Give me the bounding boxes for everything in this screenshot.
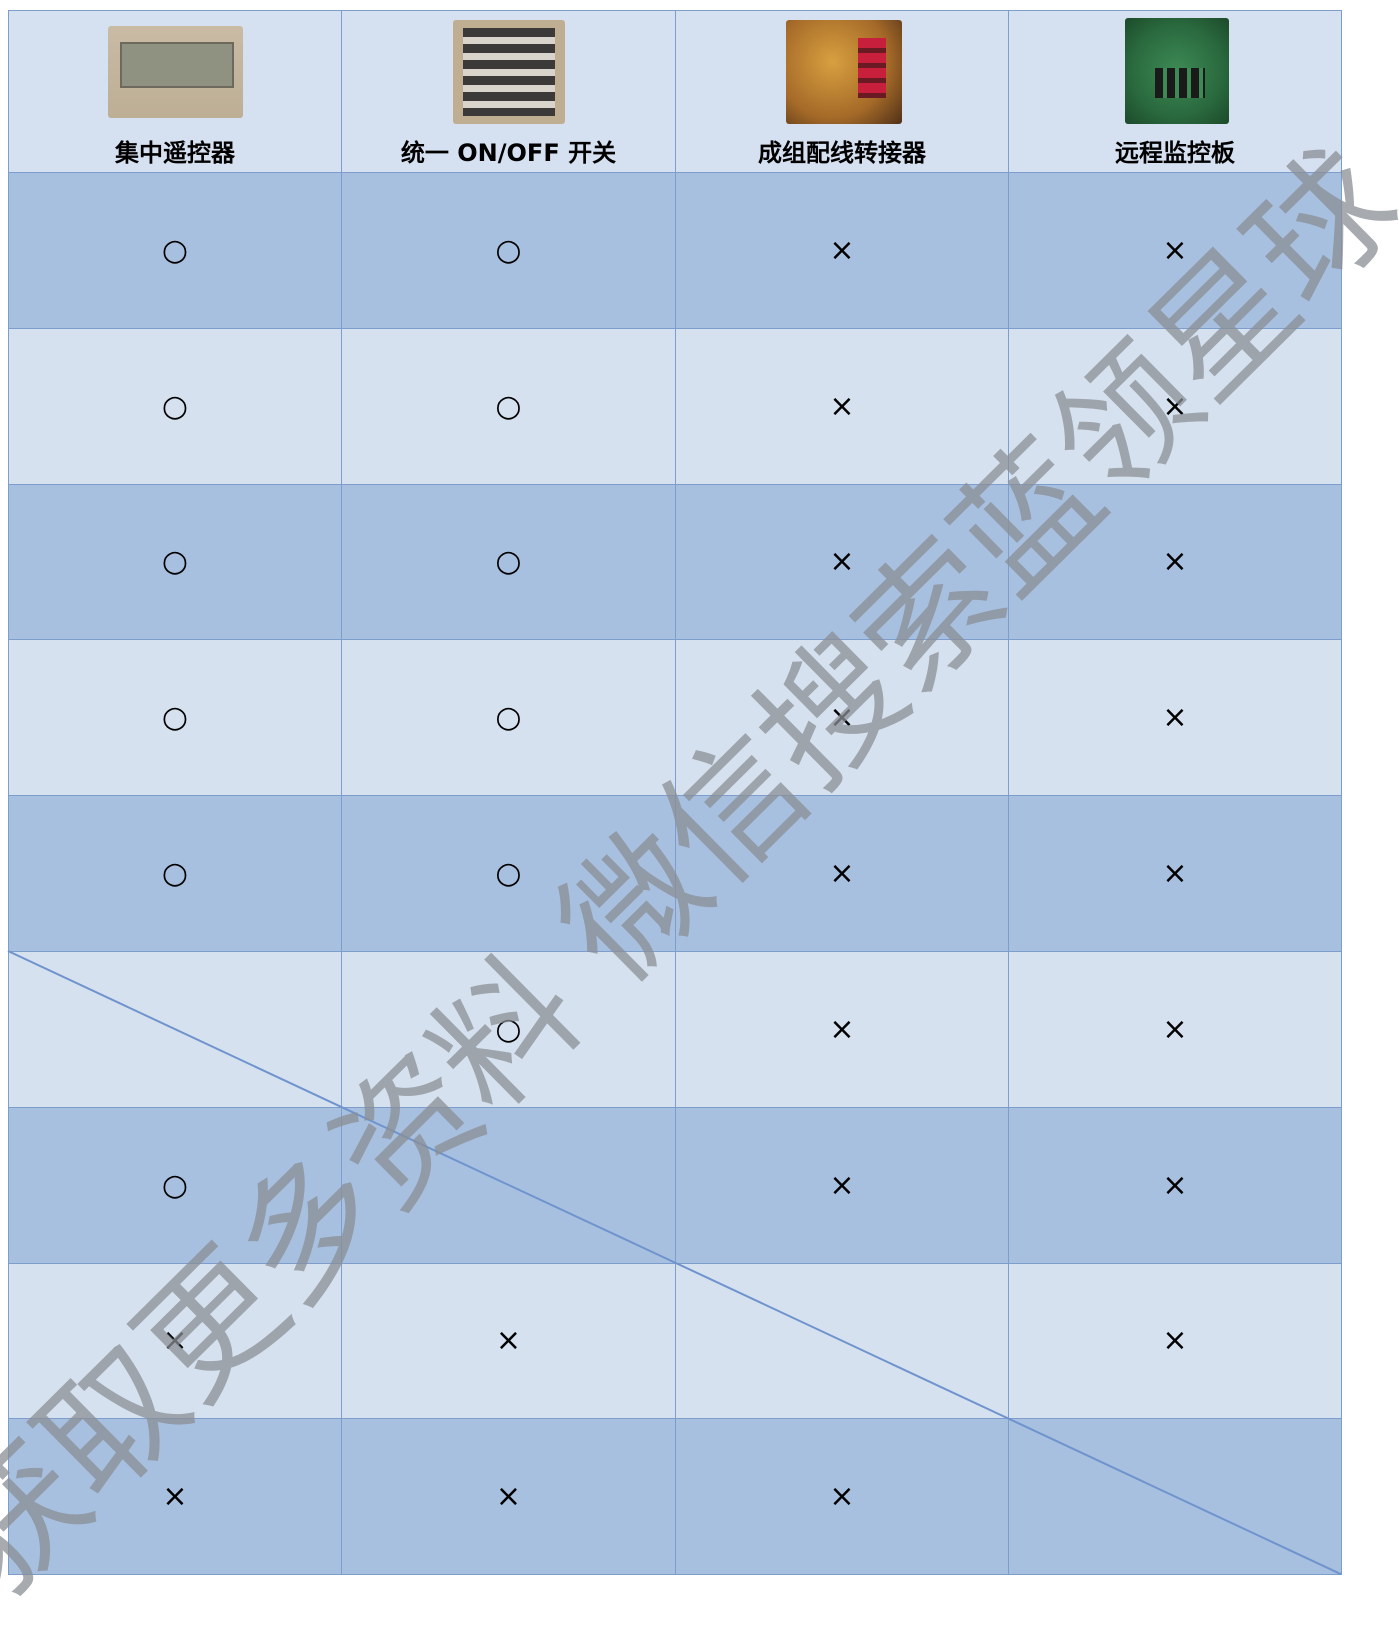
symbol-cell: × [675, 639, 1009, 797]
symbol-cell: ○ [341, 327, 676, 485]
adapter-image [786, 20, 902, 124]
symbol-cell: × [8, 1262, 342, 1420]
empty-cell [341, 1106, 676, 1264]
monitor-board-image [1125, 18, 1229, 124]
symbol-cell: × [1008, 172, 1342, 329]
empty-cell [8, 951, 342, 1108]
symbol-cell: × [1008, 1106, 1342, 1264]
symbol-cell: × [1008, 795, 1342, 952]
symbol-cell: × [675, 172, 1009, 329]
symbol-cell: ○ [8, 795, 342, 952]
symbol-cell: ○ [8, 1106, 342, 1264]
symbol-cell: ○ [341, 172, 676, 329]
symbol-cell: × [1008, 951, 1342, 1108]
symbol-cell: ○ [341, 483, 676, 641]
symbol-cell: × [1008, 327, 1342, 485]
empty-cell [1008, 1418, 1342, 1576]
symbol-cell: × [8, 1418, 342, 1576]
empty-cell [675, 1262, 1009, 1420]
symbol-cell: × [675, 951, 1009, 1108]
symbol-cell: ○ [341, 951, 676, 1108]
symbol-cell: ○ [8, 639, 342, 797]
symbol-cell: × [675, 483, 1009, 641]
symbol-cell: × [675, 1418, 1009, 1576]
symbol-cell: ○ [341, 795, 676, 952]
symbol-cell: ○ [8, 327, 342, 485]
symbol-cell: × [675, 1106, 1009, 1264]
symbol-cell: × [1008, 1262, 1342, 1420]
symbol-cell: × [341, 1262, 676, 1420]
controller-image [108, 26, 243, 118]
symbol-cell: × [341, 1418, 676, 1576]
symbol-cell: ○ [8, 172, 342, 329]
symbol-cell: × [675, 327, 1009, 485]
symbol-cell: × [1008, 639, 1342, 797]
symbol-cell: × [1008, 483, 1342, 641]
symbol-cell: ○ [8, 483, 342, 641]
switch-image [453, 20, 565, 124]
symbol-cell: ○ [341, 639, 676, 797]
symbol-cell: × [675, 795, 1009, 952]
